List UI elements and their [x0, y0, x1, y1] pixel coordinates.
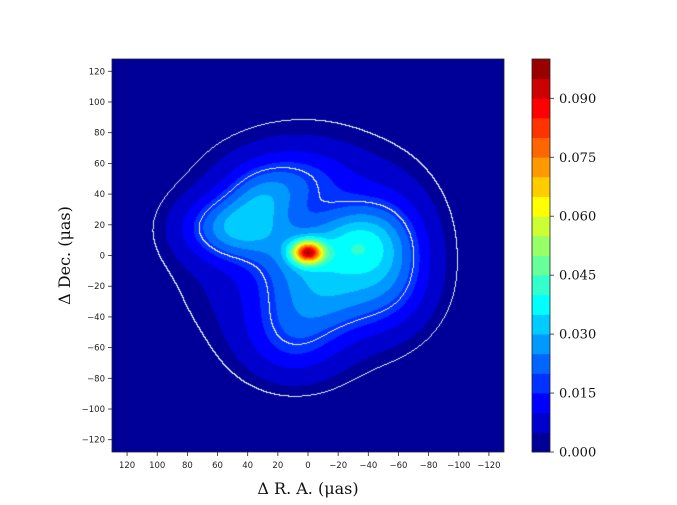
y-tick-label: −40 [87, 313, 105, 323]
x-tick-label: 0 [305, 461, 310, 471]
colorbar-tick-label: 0.090 [559, 92, 596, 107]
colorbar-segment [532, 314, 550, 335]
x-axis-ticks: 120 100 80 60 40 20 0 −20 −40 −60 −80 −100 −120 [119, 452, 501, 471]
colorbar-segment [532, 216, 550, 237]
y-axis-ticks: 120 100 80 60 40 20 0 −20 −40 −60 −80 −100 −120 [82, 67, 112, 446]
x-tick-label: 80 [182, 461, 193, 471]
y-tick-label: −80 [87, 374, 105, 384]
colorbar-segment [532, 353, 550, 374]
colorbar-tick-label: 0.030 [559, 328, 596, 343]
colorbar-segment [532, 176, 550, 197]
colorbar-tick-label: 0.045 [559, 269, 596, 284]
colorbar-segment [532, 78, 550, 99]
colorbar-segment [532, 196, 550, 217]
colorbar-segment [532, 432, 550, 453]
x-tick-label: 20 [272, 461, 283, 471]
colorbar-tick-label: 0.075 [559, 151, 596, 166]
x-tick-label: 100 [149, 461, 165, 471]
colorbar-segment [532, 334, 550, 355]
y-tick-label: 0 [100, 252, 105, 262]
y-tick-label: −20 [87, 282, 105, 292]
x-tick-label: −60 [389, 461, 407, 471]
colorbar-tick-label: 0.060 [559, 210, 596, 225]
y-tick-label: −120 [82, 436, 105, 446]
colorbar-tick-label: 0.000 [559, 446, 596, 461]
y-tick-label: 80 [94, 129, 105, 139]
colorbar-segment [532, 373, 550, 394]
colorbar-segment [532, 393, 550, 414]
colorbar-segment [532, 255, 550, 276]
colorbar-frame [531, 58, 551, 453]
x-axis-label: Δ R. A. (μas) [257, 479, 358, 498]
y-tick-label: 60 [94, 159, 105, 169]
x-tick-label: −100 [447, 461, 470, 471]
y-tick-label: 120 [89, 67, 105, 77]
colorbar-segment [532, 294, 550, 315]
colorbar-segment [532, 235, 550, 256]
y-tick-label: 40 [94, 190, 105, 200]
x-tick-label: −40 [359, 461, 377, 471]
x-tick-label: −20 [329, 461, 347, 471]
heatmap-image [112, 59, 504, 452]
y-tick-label: −60 [87, 344, 105, 354]
colorbar-segment [532, 412, 550, 433]
colorbar-tick-label: 0.015 [559, 387, 596, 402]
y-tick-label: −100 [82, 405, 105, 415]
y-tick-label: 100 [89, 98, 105, 108]
x-tick-label: 120 [119, 461, 135, 471]
colorbar-segment [532, 157, 550, 178]
x-tick-label: −80 [420, 461, 438, 471]
colorbar-segment [532, 137, 550, 158]
colorbar-segment [532, 59, 550, 80]
plot-area [111, 58, 505, 453]
colorbar: 0.000 0.015 0.030 0.045 0.060 0.075 0.090 [531, 58, 596, 461]
x-tick-label: 60 [212, 461, 223, 471]
x-tick-label: 40 [242, 461, 253, 471]
colorbar-segment [532, 117, 550, 138]
x-tick-label: −120 [477, 461, 500, 471]
colorbar-segment [532, 98, 550, 119]
y-axis-label: Δ Dec. (μas) [55, 206, 74, 305]
colorbar-segment [532, 275, 550, 296]
y-tick-label: 20 [94, 221, 105, 231]
